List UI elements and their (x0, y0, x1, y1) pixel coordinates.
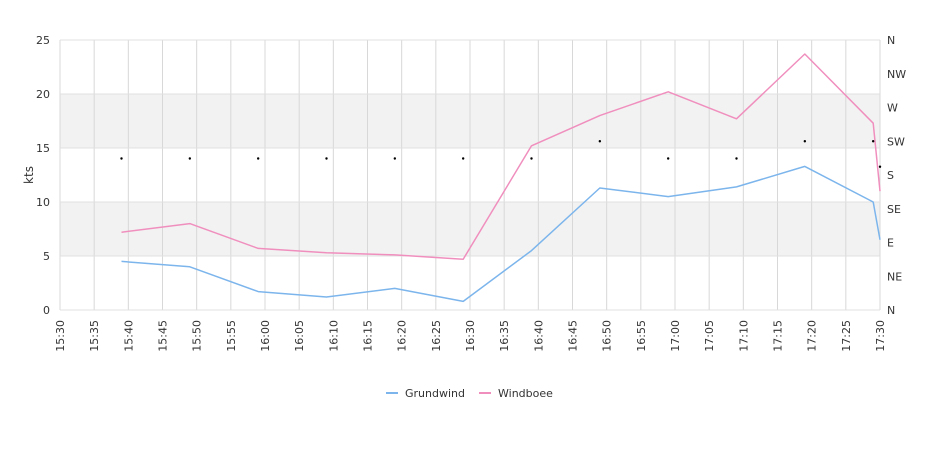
direction-point (871, 140, 875, 143)
direction-point (530, 157, 533, 160)
direction-tick-label-4: S (887, 169, 894, 182)
direction-tick-label-3: SE (887, 203, 901, 216)
x-tick-label-14: 16:40 (532, 320, 545, 352)
x-tick-label-4: 15:50 (191, 320, 204, 352)
direction-tick-label-8: N (887, 34, 895, 47)
x-tick-label-24: 17:30 (874, 320, 887, 352)
y-axis-title: kts (22, 166, 36, 184)
x-tick-label-8: 16:10 (327, 320, 340, 352)
direction-point (325, 157, 328, 160)
series-lines (121, 53, 881, 303)
x-tick-label-11: 16:25 (430, 320, 443, 352)
direction-point (393, 157, 397, 160)
x-tick-label-18: 17:00 (669, 320, 682, 352)
x-tick-label-12: 16:30 (464, 320, 477, 352)
x-tick-label-23: 17:25 (840, 320, 853, 352)
series-line-windboee (121, 53, 881, 260)
y-grid (60, 39, 880, 311)
x-tick-label-9: 16:15 (362, 320, 375, 352)
y-tick-label-0: 0 (43, 304, 50, 317)
x-tick-label-17: 16:55 (635, 320, 648, 352)
x-tick-label-0: 15:30 (54, 320, 67, 352)
series-line-grundwind (121, 165, 881, 303)
direction-point (598, 140, 602, 143)
y-tick-label-5: 25 (36, 34, 50, 47)
x-tick-label-19: 17:05 (703, 320, 716, 352)
x-tick-label-16: 16:50 (601, 320, 614, 352)
direction-point (666, 157, 670, 160)
direction-point (120, 157, 123, 160)
direction-point (735, 157, 738, 160)
x-tick-label-13: 16:35 (498, 320, 511, 352)
x-tick-label-2: 15:40 (122, 320, 135, 352)
legend-label-windboee: Windboee (498, 387, 553, 400)
x-tick-label-5: 15:55 (225, 320, 238, 352)
x-tick-label-10: 16:20 (396, 320, 409, 352)
y-axis-right-direction: N NE E SE S SW W NW N (887, 34, 906, 317)
direction-tick-label-5: SW (887, 135, 905, 148)
x-tick-label-20: 17:10 (737, 320, 750, 352)
y-axis-left: 0 5 10 15 20 25 (36, 34, 50, 317)
direction-point (878, 165, 882, 168)
direction-tick-label-0: N (887, 304, 895, 317)
direction-tick-label-1: NE (887, 270, 902, 283)
direction-point (188, 157, 192, 160)
direction-point (803, 140, 807, 143)
direction-tick-label-2: E (887, 237, 894, 250)
x-tick-label-3: 15:45 (157, 320, 170, 352)
direction-tick-label-6: W (887, 102, 898, 115)
direction-point (256, 157, 260, 160)
y-tick-label-1: 5 (43, 250, 50, 263)
x-tick-label-22: 17:20 (806, 320, 819, 352)
y-tick-label-3: 15 (36, 142, 50, 155)
direction-markers (120, 140, 882, 168)
legend: Grundwind Windboee (386, 387, 553, 400)
direction-tick-label-7: NW (887, 68, 906, 81)
y-tick-label-4: 20 (36, 88, 50, 101)
x-tick-label-6: 16:00 (259, 320, 272, 352)
x-tick-label-1: 15:35 (88, 320, 101, 352)
x-tick-label-15: 16:45 (567, 320, 580, 352)
y-tick-label-2: 10 (36, 196, 50, 209)
legend-label-grundwind: Grundwind (405, 387, 465, 400)
x-grid (59, 40, 881, 310)
x-axis: 15:30 15:35 15:40 15:45 15:50 15:55 16:00 16:05… (54, 320, 887, 352)
x-tick-label-21: 17:15 (772, 320, 785, 352)
x-tick-label-7: 16:05 (293, 320, 306, 352)
direction-point (461, 157, 465, 160)
